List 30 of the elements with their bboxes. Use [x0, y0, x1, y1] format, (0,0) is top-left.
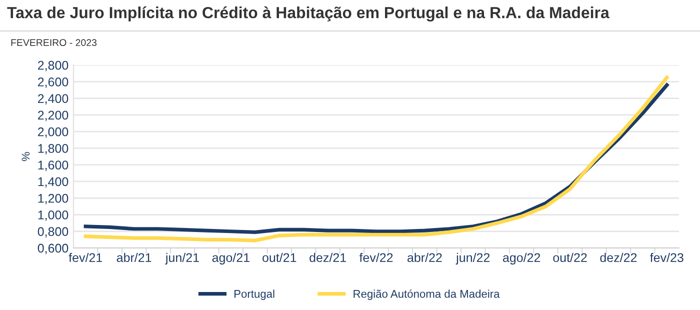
chart-subtitle: FEVEREIRO - 2023: [11, 39, 97, 46]
x-tick-label: fev/23: [650, 252, 684, 262]
x-tick-label: fev/21: [68, 252, 102, 262]
y-tick-label: 2,200: [38, 110, 68, 122]
x-tick-label: out/21: [262, 252, 296, 262]
x-tick-label: jun/22: [456, 252, 490, 265]
legend-label: Portugal: [234, 290, 274, 300]
chart-title: Taxa de Juro Implícita no Crédito à Habitação em Portugal e na R.A. da Madeira: [7, 6, 610, 22]
y-tick-label: 0,800: [38, 227, 68, 238]
x-tick-label: ago/22: [502, 252, 540, 265]
y-tick-label: 2,600: [38, 78, 68, 88]
y-tick-label: 2,000: [38, 127, 68, 138]
x-tick-label: abr/22: [408, 252, 442, 262]
y-tick-label: 1,800: [38, 144, 68, 154]
x-tick-label: dez/22: [600, 252, 637, 262]
y-axis-title: %: [22, 152, 30, 162]
y-tick-label: 1,600: [38, 160, 68, 171]
x-tick-label: fev/22: [359, 252, 393, 262]
x-tick-label: jun/21: [165, 252, 199, 265]
y-tick-label: 1,200: [38, 194, 68, 204]
y-tick-label: 0,600: [38, 244, 68, 254]
x-tick-label: abr/21: [116, 252, 152, 262]
y-tick-label: 1,000: [38, 210, 68, 221]
legend-label: Região Autónoma da Madeira: [354, 290, 500, 300]
y-tick-label: 2,400: [38, 94, 68, 104]
y-tick-label: 1,400: [38, 177, 68, 188]
y-tick-label: 2,800: [38, 60, 68, 72]
x-tick-label: dez/21: [310, 252, 346, 262]
x-tick-label: out/22: [553, 252, 587, 262]
x-tick-label: ago/21: [212, 252, 250, 265]
